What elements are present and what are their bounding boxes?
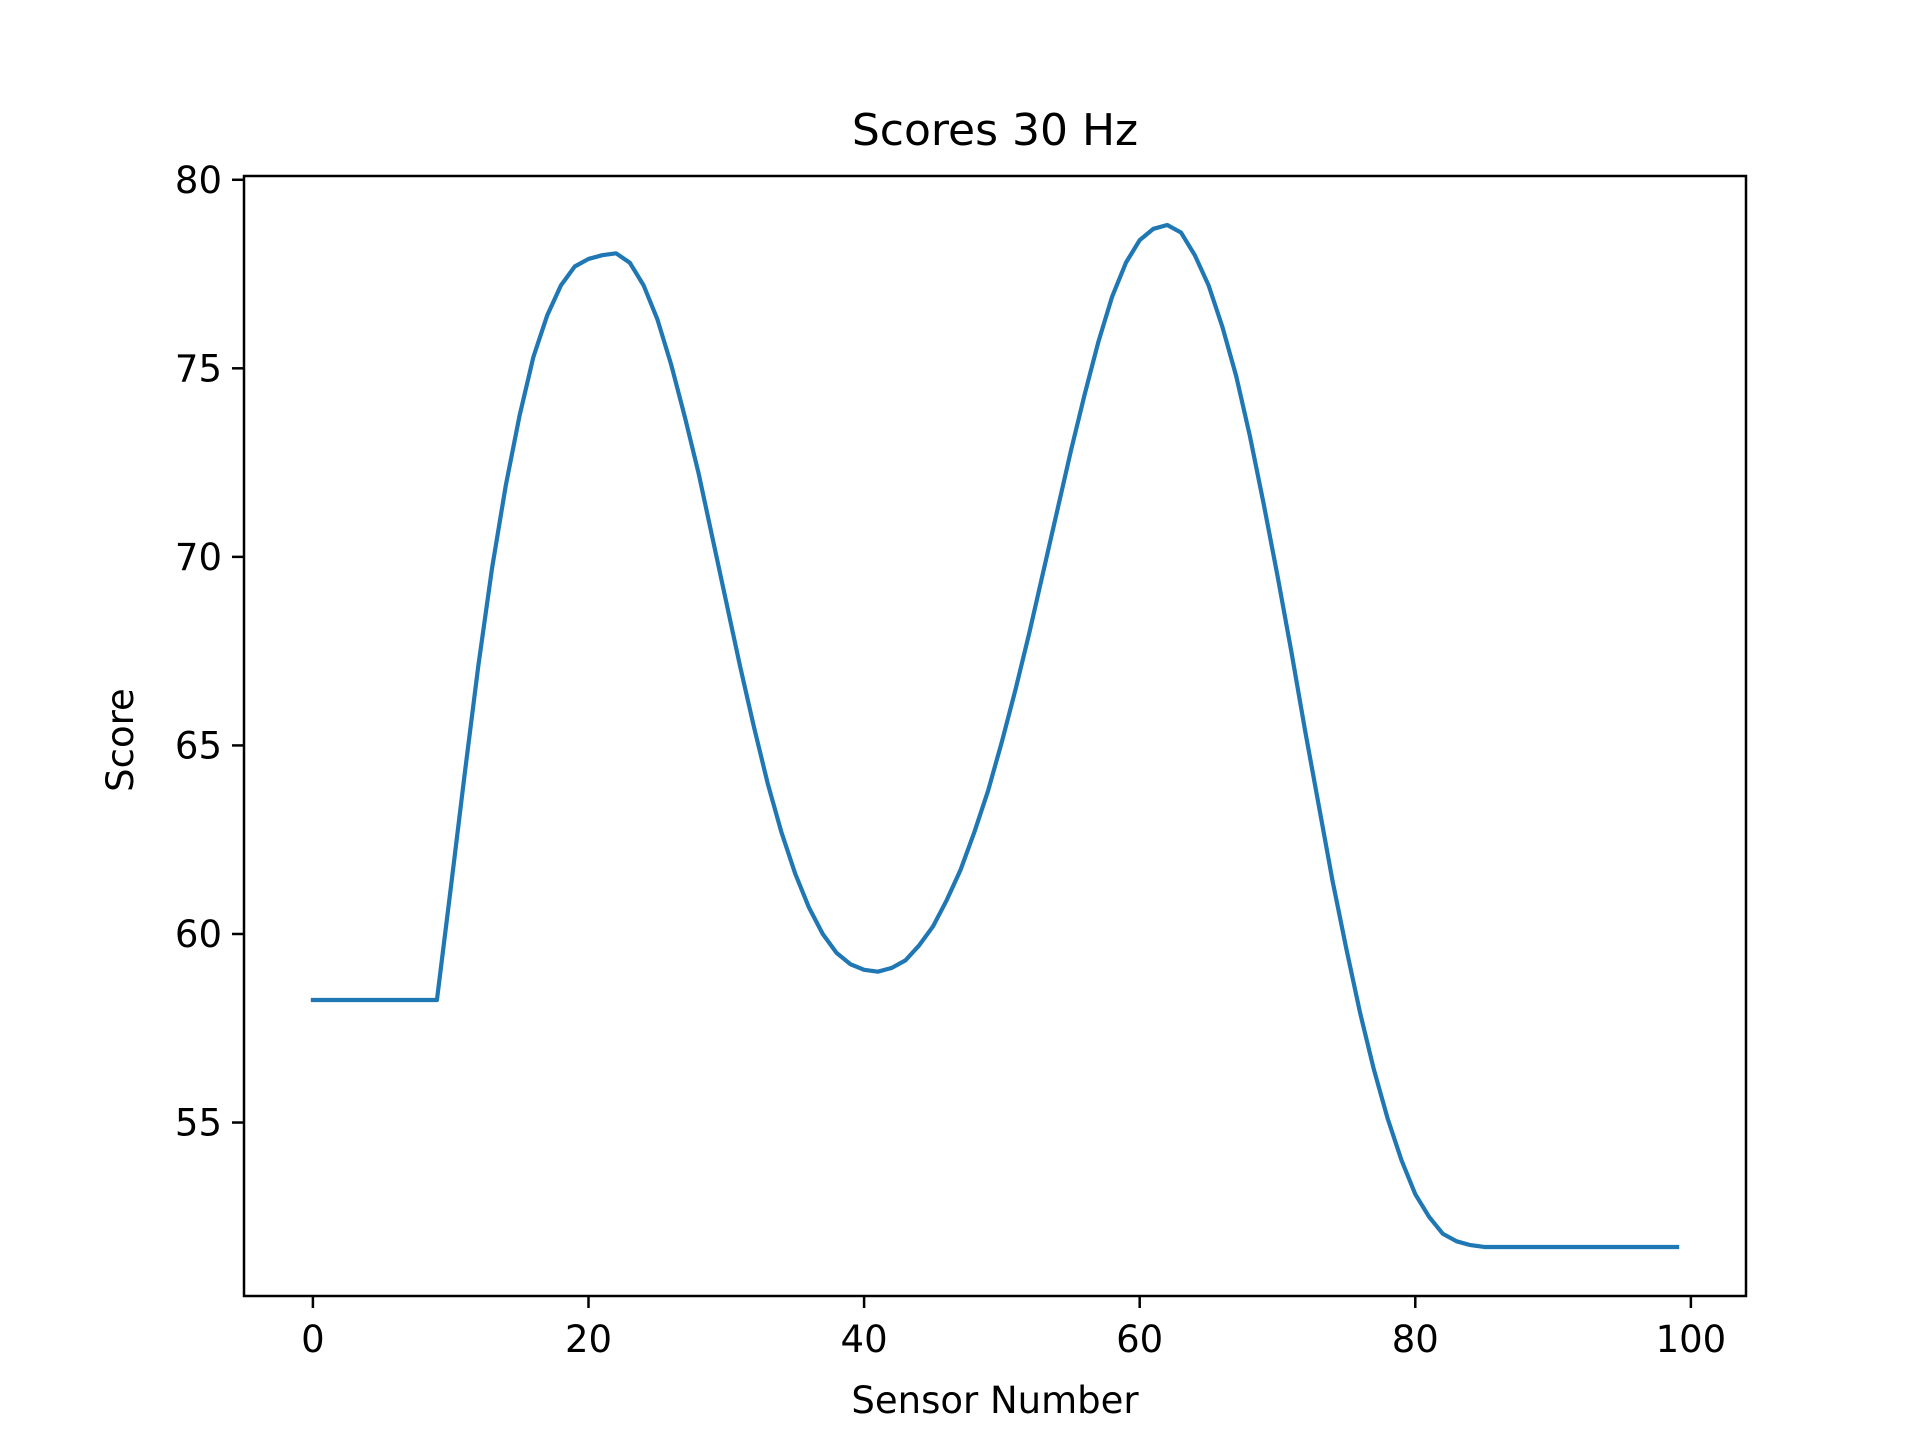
y-axis-label: Score — [99, 688, 142, 792]
y-tick-label: 80 — [175, 159, 222, 202]
x-tick-label: 80 — [1392, 1318, 1439, 1361]
x-tick-label: 100 — [1656, 1318, 1727, 1361]
y-tick-label: 65 — [175, 724, 222, 767]
chart-title: Scores 30 Hz — [852, 105, 1138, 156]
x-tick-label: 40 — [841, 1318, 888, 1361]
plot-frame — [242, 174, 1748, 1298]
x-tick-label: 60 — [1116, 1318, 1163, 1361]
x-tick-label: 0 — [301, 1318, 325, 1361]
x-axis-label: Sensor Number — [851, 1379, 1139, 1422]
y-axis: 55 60 65 70 75 80 — [175, 159, 244, 1145]
series-line-0 — [310, 222, 1680, 1250]
x-tick-label: 20 — [565, 1318, 612, 1361]
y-tick-label: 70 — [175, 536, 222, 579]
y-tick-label: 75 — [175, 347, 222, 390]
x-axis: 0 20 40 60 80 100 — [301, 1296, 1726, 1361]
y-tick-label: 55 — [175, 1102, 222, 1145]
y-tick-label: 60 — [175, 913, 222, 956]
plot-area — [310, 222, 1680, 1250]
